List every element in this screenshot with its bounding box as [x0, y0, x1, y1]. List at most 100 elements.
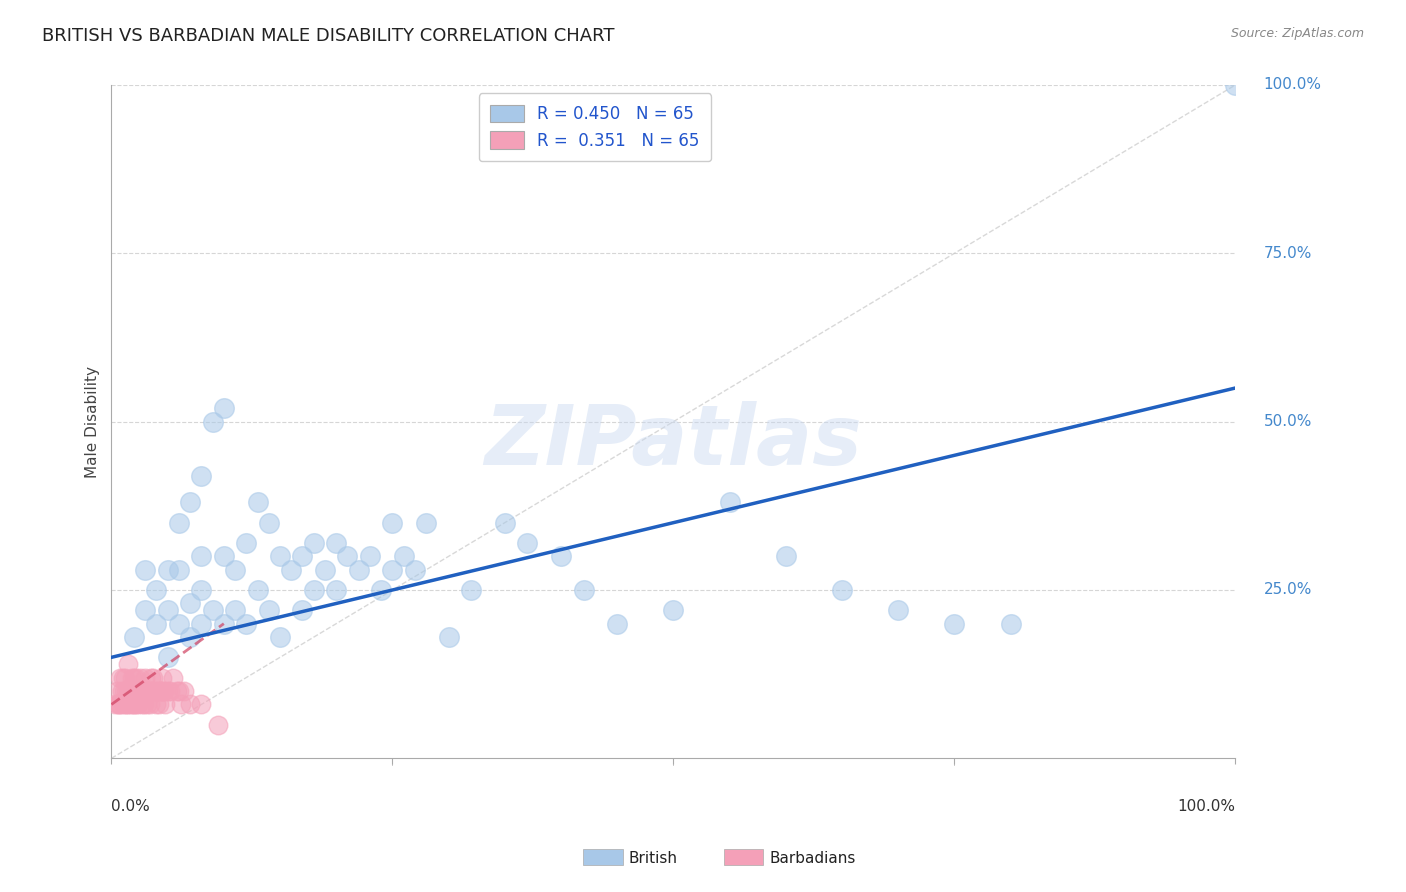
- Point: [170, 698, 193, 712]
- Point: [122, 630, 145, 644]
- Point: [190, 549, 212, 564]
- Point: [381, 563, 404, 577]
- Point: [550, 549, 572, 564]
- Point: [167, 616, 190, 631]
- Point: [121, 698, 143, 712]
- Point: [159, 684, 181, 698]
- Point: [122, 671, 145, 685]
- Point: [336, 549, 359, 564]
- Point: [125, 671, 148, 685]
- Point: [162, 671, 184, 685]
- Point: [190, 616, 212, 631]
- Point: [117, 657, 139, 671]
- Point: [1000, 616, 1022, 631]
- Point: [302, 582, 325, 597]
- Point: [149, 684, 172, 698]
- Point: [415, 516, 437, 530]
- Point: [112, 684, 135, 698]
- Point: [145, 698, 167, 712]
- Point: [224, 603, 246, 617]
- Point: [105, 684, 128, 698]
- Point: [173, 684, 195, 698]
- Point: [110, 671, 132, 685]
- Point: [149, 684, 172, 698]
- Point: [134, 603, 156, 617]
- Point: [166, 684, 188, 698]
- Point: [347, 563, 370, 577]
- Point: [190, 698, 212, 712]
- Point: [212, 616, 235, 631]
- Point: [246, 582, 269, 597]
- Point: [117, 698, 139, 712]
- Point: [152, 684, 174, 698]
- Point: [153, 684, 176, 698]
- Point: [150, 671, 173, 685]
- Text: 25.0%: 25.0%: [1264, 582, 1312, 598]
- Point: [138, 698, 160, 712]
- Point: [212, 401, 235, 416]
- Point: [325, 536, 347, 550]
- Point: [167, 684, 190, 698]
- Point: [127, 684, 149, 698]
- Point: [437, 630, 460, 644]
- Point: [291, 549, 314, 564]
- Point: [114, 698, 136, 712]
- Point: [125, 698, 148, 712]
- Text: 75.0%: 75.0%: [1264, 246, 1312, 260]
- Point: [494, 516, 516, 530]
- Text: Source: ZipAtlas.com: Source: ZipAtlas.com: [1230, 27, 1364, 40]
- Point: [370, 582, 392, 597]
- Point: [516, 536, 538, 550]
- Point: [606, 616, 628, 631]
- Point: [143, 684, 166, 698]
- Point: [314, 563, 336, 577]
- Point: [110, 684, 132, 698]
- Point: [141, 684, 163, 698]
- Point: [132, 684, 155, 698]
- Point: [104, 698, 127, 712]
- Point: [359, 549, 381, 564]
- Point: [207, 717, 229, 731]
- Point: [155, 698, 177, 712]
- Point: [246, 495, 269, 509]
- Legend: R = 0.450   N = 65, R =  0.351   N = 65: R = 0.450 N = 65, R = 0.351 N = 65: [478, 94, 711, 161]
- Point: [156, 603, 179, 617]
- Point: [235, 536, 257, 550]
- Point: [167, 516, 190, 530]
- Point: [117, 684, 139, 698]
- Point: [302, 536, 325, 550]
- Point: [179, 630, 201, 644]
- Y-axis label: Male Disability: Male Disability: [86, 366, 100, 477]
- Text: 50.0%: 50.0%: [1264, 414, 1312, 429]
- Point: [269, 630, 291, 644]
- Point: [190, 582, 212, 597]
- Point: [146, 684, 169, 698]
- Point: [179, 597, 201, 611]
- Point: [134, 684, 156, 698]
- Point: [132, 698, 155, 712]
- Point: [235, 616, 257, 631]
- Point: [120, 698, 142, 712]
- Point: [134, 563, 156, 577]
- Point: [257, 603, 280, 617]
- Point: [108, 698, 131, 712]
- Point: [111, 671, 134, 685]
- Point: [142, 671, 165, 685]
- Point: [572, 582, 595, 597]
- Point: [1225, 78, 1247, 92]
- Point: [257, 516, 280, 530]
- Point: [124, 684, 146, 698]
- Point: [139, 684, 162, 698]
- Point: [134, 671, 156, 685]
- Point: [128, 684, 150, 698]
- Point: [167, 563, 190, 577]
- Text: ZIPatlas: ZIPatlas: [485, 401, 862, 483]
- Point: [156, 684, 179, 698]
- Point: [121, 684, 143, 698]
- Text: 100.0%: 100.0%: [1177, 798, 1236, 814]
- Point: [190, 468, 212, 483]
- Point: [392, 549, 415, 564]
- Point: [138, 684, 160, 698]
- Point: [224, 563, 246, 577]
- Point: [128, 671, 150, 685]
